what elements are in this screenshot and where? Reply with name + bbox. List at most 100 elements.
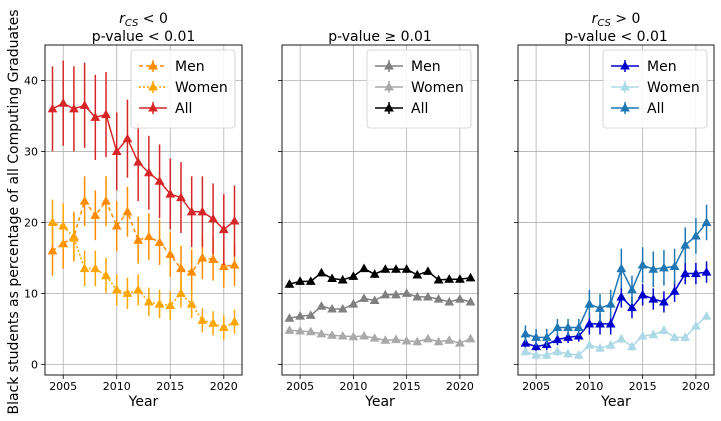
chart-title-line2: p-value < 0.01 [92, 29, 196, 45]
data-point [305, 276, 316, 285]
data-point [552, 334, 563, 344]
data-point [369, 333, 380, 342]
data-point [520, 338, 531, 347]
data-point [701, 267, 712, 276]
legend-label: Women [647, 80, 700, 96]
data-point [595, 303, 605, 312]
data-point [465, 296, 476, 306]
data-point [58, 220, 69, 230]
data-point [659, 296, 669, 306]
data-point [316, 267, 327, 277]
chart-title-line1: rCS < 0 [119, 11, 168, 29]
data-point [627, 302, 637, 312]
chart-title-line1: rCS > 0 [592, 11, 641, 29]
legend-entry-all: All [611, 101, 664, 117]
data-point [337, 274, 348, 284]
data-point [327, 273, 337, 283]
x-tick-label-2015: 2015 [393, 380, 421, 393]
legend-entry-all: All [139, 101, 192, 117]
data-point [433, 274, 444, 284]
data-point [531, 341, 541, 351]
data-point [133, 284, 144, 294]
data-point [229, 215, 240, 225]
legend-entry-women: Women [139, 80, 228, 96]
legend-marker [148, 60, 158, 70]
data-point [218, 261, 229, 270]
data-point [101, 196, 111, 205]
data-point [111, 220, 122, 230]
legend-entry-women: Women [375, 80, 464, 96]
data-point [605, 340, 616, 349]
data-point [465, 272, 476, 282]
data-point [444, 335, 455, 344]
data-point [584, 318, 595, 328]
data-point [154, 237, 165, 246]
data-point [573, 322, 584, 332]
data-point [143, 167, 154, 177]
series-men [47, 176, 240, 295]
data-point [47, 217, 58, 226]
plot-frame [517, 44, 715, 376]
data-point [584, 299, 595, 308]
x-tick-label-2015: 2015 [629, 380, 657, 393]
x-tick-label-2020: 2020 [446, 380, 474, 393]
x-tick-label-2020: 2020 [210, 380, 238, 393]
data-point [595, 318, 605, 328]
data-point [380, 335, 391, 344]
x-tick-label-2010: 2010 [103, 380, 131, 393]
data-point [305, 326, 316, 336]
legend-marker [384, 60, 394, 70]
data-point [605, 299, 616, 308]
legend-marker [620, 60, 630, 70]
data-point [380, 264, 391, 273]
data-point [316, 328, 327, 338]
data-point [208, 213, 218, 223]
data-point [122, 133, 133, 143]
data-point [648, 264, 659, 273]
data-point [122, 206, 133, 216]
data-point [143, 231, 154, 241]
data-point [616, 333, 627, 343]
legend-label: All [175, 101, 192, 117]
data-point [348, 331, 359, 341]
data-point [391, 289, 401, 299]
data-point [391, 334, 401, 344]
x-tick-label-2005: 2005 [522, 380, 550, 393]
data-point [401, 264, 412, 273]
series-women [520, 311, 712, 360]
data-point [111, 146, 122, 156]
data-point [380, 289, 391, 299]
data-point [305, 310, 316, 319]
data-point [531, 350, 541, 359]
data-point [218, 224, 229, 234]
data-point [337, 330, 348, 340]
data-point [669, 261, 680, 270]
y-tick-label-40: 40 [24, 74, 38, 87]
data-point [455, 338, 465, 347]
data-point [637, 330, 648, 340]
legend-entry-men: Men [611, 59, 677, 75]
legend-label: Men [411, 59, 441, 75]
data-point [79, 100, 90, 109]
series-women [47, 199, 240, 340]
data-point [423, 333, 433, 343]
data-point [359, 330, 369, 340]
figure-ylabel: Black students as percentage of all Comp… [6, 9, 22, 414]
chart-title-line2: p-value < 0.01 [564, 29, 668, 45]
x-tick-label-2020: 2020 [682, 380, 710, 393]
y-tick-label-0: 0 [31, 358, 38, 371]
x-tick-label-2010: 2010 [339, 380, 367, 393]
data-point [186, 267, 197, 276]
data-point [701, 217, 712, 226]
data-point [433, 336, 444, 346]
data-point [284, 313, 295, 322]
data-point [391, 264, 401, 273]
legend-label: Women [175, 80, 228, 96]
data-point [444, 274, 455, 283]
data-point [154, 299, 165, 308]
legend: Men Women All [130, 49, 236, 129]
legend-marker [384, 102, 394, 112]
legend-marker [620, 81, 630, 91]
data-point [412, 336, 423, 346]
